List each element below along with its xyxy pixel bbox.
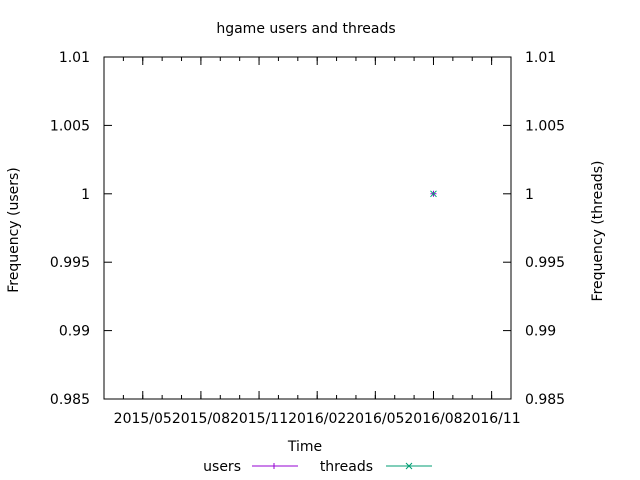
y-tick-label-left: 1.005 bbox=[50, 118, 90, 134]
legend-label-threads: threads bbox=[320, 459, 373, 475]
data-points bbox=[430, 190, 437, 198]
y-tick-label-left: 1 bbox=[81, 187, 90, 203]
y-tick-label-right: 1 bbox=[525, 187, 534, 203]
y-axis-label-right: Frequency (threads) bbox=[590, 161, 606, 302]
x-tick-label: 2016/08 bbox=[404, 411, 462, 427]
y-tick-label-right: 1.005 bbox=[525, 118, 565, 134]
plot-frame bbox=[103, 56, 512, 400]
x-axis-label: Time bbox=[287, 439, 322, 455]
y-tick-label-left: 0.99 bbox=[59, 324, 90, 340]
x-ticks: 2015/05 2015/08 2015/11 2016/02 2016/05 2016/… bbox=[103, 57, 521, 427]
y-tick-label-right: 0.99 bbox=[525, 324, 556, 340]
y-ticks-left: 0.985 0.99 0.995 1 1.005 1.01 bbox=[50, 50, 112, 408]
y-tick-label-right: 1.01 bbox=[525, 50, 556, 66]
data-point-threads bbox=[430, 190, 437, 198]
x-tick-label: 2015/05 bbox=[114, 411, 172, 427]
chart-title: hgame users and threads bbox=[216, 21, 395, 37]
legend-marker-users bbox=[271, 463, 277, 469]
x-tick-label: 2016/02 bbox=[288, 411, 346, 427]
legend-marker-threads bbox=[405, 462, 413, 470]
x-tick-label: 2016/11 bbox=[463, 411, 521, 427]
y-tick-label-right: 0.985 bbox=[525, 392, 565, 408]
y-tick-label-right: 0.995 bbox=[525, 255, 565, 271]
x-tick-label: 2016/05 bbox=[346, 411, 404, 427]
legend-label-users: users bbox=[203, 459, 241, 475]
y-ticks-right: 0.985 0.99 0.995 1 1.005 1.01 bbox=[503, 50, 565, 408]
legend: users threads bbox=[203, 459, 432, 475]
y-tick-label-left: 0.995 bbox=[50, 255, 90, 271]
y-axis-label-left: Frequency (users) bbox=[6, 167, 22, 293]
y-tick-label-left: 0.985 bbox=[50, 392, 90, 408]
y-tick-label-left: 1.01 bbox=[59, 50, 90, 66]
x-tick-label: 2015/08 bbox=[172, 411, 230, 427]
x-tick-label: 2015/11 bbox=[230, 411, 288, 427]
